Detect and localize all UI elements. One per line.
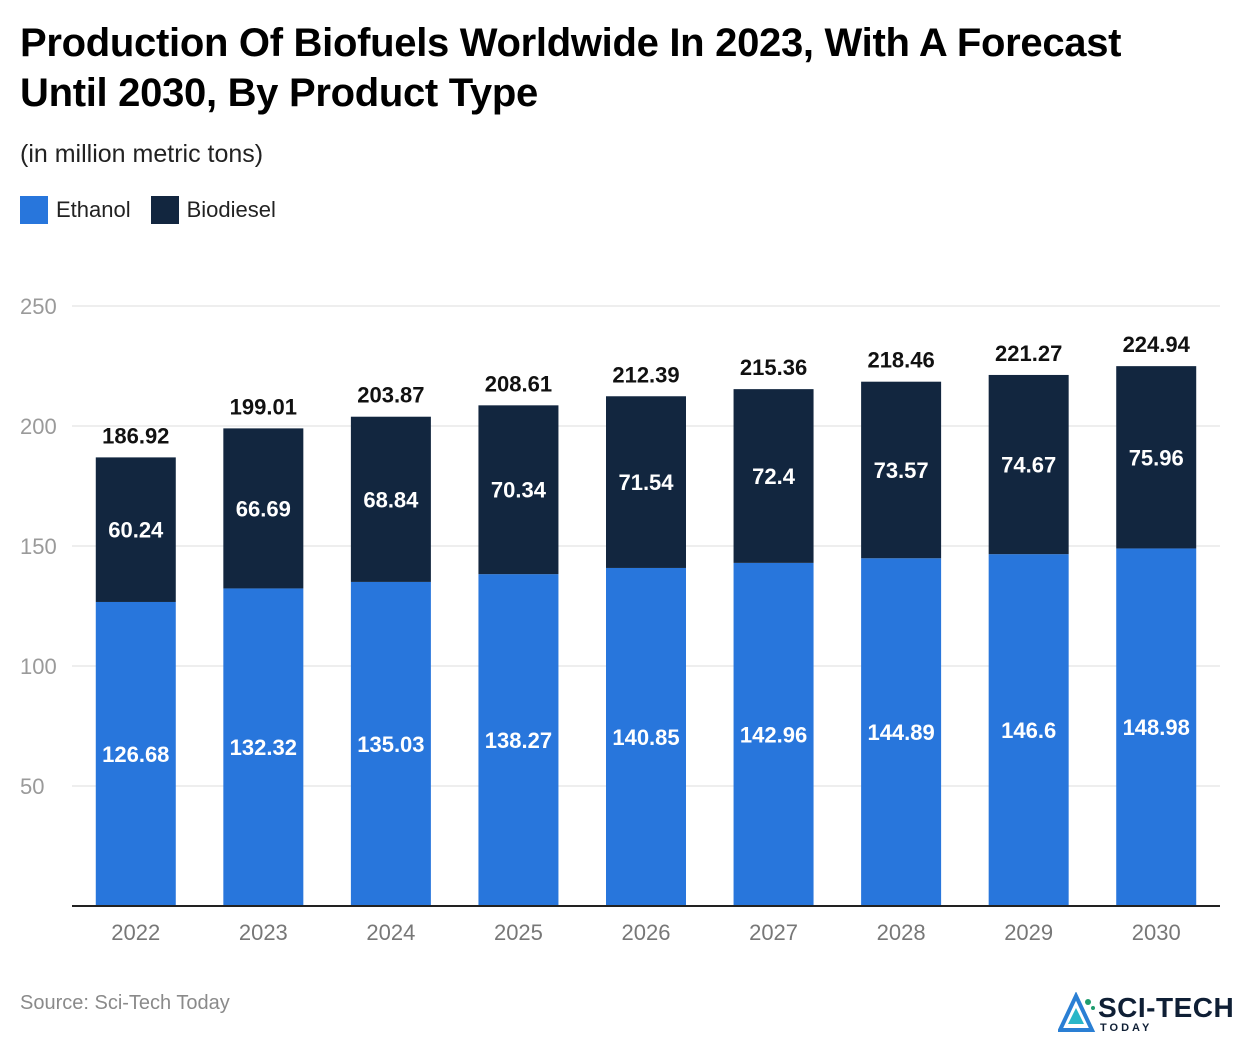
bar-biodiesel: [95, 457, 176, 602]
bar-ethanol: [606, 567, 686, 906]
bar-biodiesel: [350, 416, 431, 582]
data-label-biodiesel: 68.84: [363, 487, 419, 512]
x-tick-label: 2025: [494, 920, 543, 945]
y-tick-label: 150: [20, 534, 57, 559]
x-tick-label: 2023: [239, 920, 288, 945]
data-label-biodiesel: 60.24: [108, 518, 164, 543]
bar-biodiesel: [861, 381, 942, 559]
legend: Ethanol Biodiesel: [20, 196, 296, 224]
data-label-biodiesel: 74.67: [1001, 453, 1056, 478]
y-tick-label: 50: [20, 774, 44, 799]
data-label-total: 208.61: [485, 371, 552, 396]
bar-biodiesel: [223, 428, 304, 589]
x-tick-label: 2030: [1132, 920, 1181, 945]
x-tick-label: 2027: [749, 920, 798, 945]
sci-tech-today-logo: SCI-TECH TODAY: [1058, 992, 1234, 1038]
x-tick-label: 2024: [366, 920, 415, 945]
data-label-biodiesel: 66.69: [236, 496, 291, 521]
data-label-total: 186.92: [102, 423, 169, 448]
data-label-ethanol: 146.6: [1001, 718, 1056, 743]
bar-ethanol: [988, 554, 1069, 906]
source-note: Source: Sci-Tech Today: [20, 992, 230, 1014]
bar-biodiesel: [478, 405, 559, 575]
y-tick-label: 200: [20, 414, 57, 439]
data-label-total: 215.36: [740, 355, 807, 380]
x-tick-label: 2026: [622, 920, 671, 945]
legend-swatch-ethanol: [20, 196, 48, 224]
data-label-total: 199.01: [230, 394, 297, 419]
bar-ethanol: [350, 581, 431, 906]
data-label-total: 221.27: [995, 341, 1062, 366]
bar-ethanol: [223, 588, 304, 906]
chart-title: Production Of Biofuels Worldwide In 2023…: [20, 21, 1122, 115]
data-label-total: 218.46: [867, 348, 934, 373]
bar-biodiesel: [988, 374, 1069, 555]
data-label-ethanol: 135.03: [357, 732, 424, 757]
legend-label-ethanol: Ethanol: [56, 197, 131, 222]
data-label-total: 224.94: [1123, 332, 1191, 357]
data-label-ethanol: 142.96: [740, 722, 807, 747]
data-label-ethanol: 132.32: [230, 735, 297, 760]
data-label-ethanol: 140.85: [612, 725, 679, 750]
logo-subtext: TODAY: [1100, 1022, 1153, 1034]
bar-ethanol: [861, 558, 942, 906]
bar-biodiesel: [1116, 366, 1197, 549]
data-label-biodiesel: 72.4: [752, 464, 796, 489]
bar-ethanol: [733, 562, 814, 906]
bar-biodiesel: [733, 389, 814, 563]
data-label-ethanol: 126.68: [102, 742, 169, 767]
data-label-biodiesel: 73.57: [874, 458, 929, 483]
bar-ethanol: [1116, 548, 1197, 906]
bar-ethanol: [95, 601, 176, 906]
legend-label-biodiesel: Biodiesel: [186, 197, 276, 222]
bar-biodiesel: [606, 396, 686, 568]
data-label-biodiesel: 70.34: [491, 478, 547, 503]
legend-item-ethanol: Ethanol: [20, 196, 131, 224]
x-tick-label: 2022: [111, 920, 160, 945]
legend-swatch-biodiesel: [150, 196, 179, 224]
data-label-biodiesel: 71.54: [618, 470, 674, 495]
data-label-total: 212.39: [612, 362, 679, 387]
data-label-total: 203.87: [357, 383, 424, 408]
x-tick-label: 2029: [1004, 920, 1053, 945]
logo-wordmark: SCI-TECH: [1098, 992, 1235, 1023]
chart-subtitle: (in million metric tons): [20, 140, 264, 168]
data-label-ethanol: 148.98: [1123, 715, 1190, 740]
logo-triangle-icon: [1058, 992, 1096, 1032]
x-tick-label: 2028: [877, 920, 926, 945]
legend-item-biodiesel: Biodiesel: [150, 196, 276, 224]
y-tick-label: 100: [20, 654, 57, 679]
data-label-ethanol: 144.89: [867, 720, 934, 745]
data-label-ethanol: 138.27: [485, 728, 552, 753]
data-label-biodiesel: 75.96: [1129, 445, 1184, 470]
bar-ethanol: [478, 574, 559, 906]
y-tick-label: 250: [20, 294, 57, 319]
